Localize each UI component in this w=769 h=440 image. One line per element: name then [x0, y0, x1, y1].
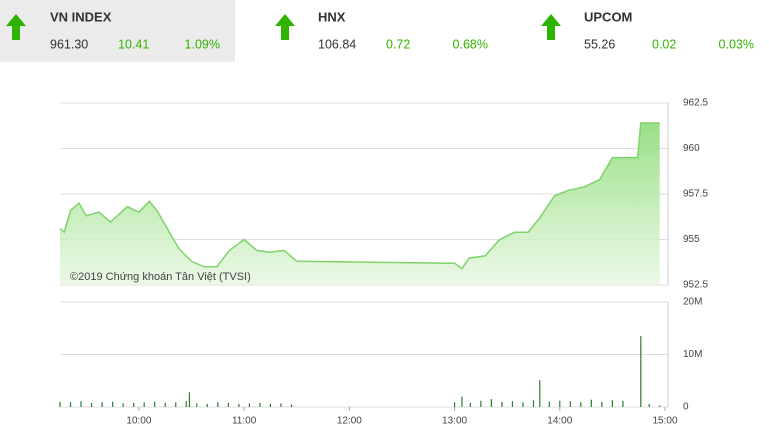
y-tick-label: 20M — [683, 297, 702, 308]
volume-bar — [580, 402, 582, 407]
volume-bar — [511, 401, 514, 407]
volume-bar — [59, 401, 61, 407]
active-tab[interactable] — [0, 0, 235, 62]
x-tick-label: 12:00 — [337, 416, 362, 427]
x-tick-label: 14:00 — [547, 416, 572, 427]
index-name: VN INDEX — [50, 9, 112, 24]
volume-bar — [640, 336, 642, 407]
index-percent: 1.09% — [185, 37, 220, 51]
volume-bar — [280, 403, 282, 407]
index-name: HNX — [318, 9, 346, 24]
volume-bar — [133, 402, 135, 407]
x-tick-label: 11:00 — [232, 416, 257, 427]
volume-bar — [80, 401, 82, 407]
volume-bar — [601, 401, 603, 407]
volume-bar — [188, 392, 191, 407]
y-tick-label: 0 — [683, 402, 689, 413]
volume-bar — [469, 402, 471, 407]
y-tick-label: 960 — [683, 143, 700, 154]
index-change: 10.41 — [118, 37, 149, 51]
volume-bar — [154, 401, 156, 407]
volume-bar — [569, 401, 571, 407]
volume-bar — [112, 401, 114, 407]
index-percent: 0.68% — [453, 37, 488, 51]
volume-bar — [206, 403, 208, 407]
volume-bar — [522, 402, 524, 407]
index-change: 0.02 — [652, 37, 676, 51]
up-arrow — [6, 14, 561, 40]
area-fill — [60, 123, 660, 285]
volume-bar — [217, 402, 219, 407]
volume-bar — [461, 396, 463, 407]
price-line — [59, 122, 660, 270]
volume-bar — [248, 403, 250, 407]
y-tick-label: 957.5 — [683, 189, 708, 200]
volume-bar — [548, 401, 550, 407]
volume-bar — [501, 401, 503, 407]
volume-bar — [290, 404, 293, 407]
volume-bar — [490, 399, 492, 407]
volume-bar — [659, 405, 661, 407]
volume-bar — [90, 402, 93, 407]
volume-bar — [227, 402, 229, 407]
x-tick-label: 13:00 — [442, 416, 467, 427]
index-percent: 0.03% — [719, 37, 754, 51]
volume-bar — [164, 402, 166, 407]
volume-bar — [196, 403, 198, 407]
x-tick-label: 15:00 — [652, 416, 677, 427]
volume-bar — [69, 402, 72, 407]
volume-bar — [648, 403, 650, 407]
volume-bar — [259, 402, 261, 407]
index-change: 0.72 — [386, 37, 410, 51]
y-tick-label: 952.5 — [683, 280, 708, 291]
volume-bar — [175, 402, 177, 407]
y-tick-label: 10M — [683, 349, 702, 360]
volume-bar — [480, 400, 482, 407]
volume-bar — [611, 400, 613, 407]
volume-bar — [122, 403, 124, 407]
index-price: 961.30 — [50, 37, 88, 51]
volume-bar — [453, 402, 456, 407]
index-price: 106.84 — [318, 37, 356, 51]
volume-bar — [238, 403, 240, 407]
index-name: UPCOM — [584, 9, 632, 24]
volume-bar — [185, 401, 187, 407]
index-price: 55.26 — [584, 37, 615, 51]
volume-bar — [622, 400, 624, 407]
volume-bar — [101, 402, 103, 407]
volume-bar — [559, 400, 561, 407]
y-tick-label: 955 — [683, 234, 700, 245]
y-tick-label: 962.5 — [683, 98, 708, 109]
copyright: ©2019 Chứng khoán Tân Việt (TVSI) — [70, 271, 251, 283]
volume-bar — [269, 403, 272, 407]
volume-bar — [143, 402, 145, 407]
volume-bar — [539, 380, 541, 407]
x-tick-label: 10:00 — [126, 416, 151, 427]
volume-bar — [532, 400, 535, 407]
volume-bar — [590, 399, 592, 407]
